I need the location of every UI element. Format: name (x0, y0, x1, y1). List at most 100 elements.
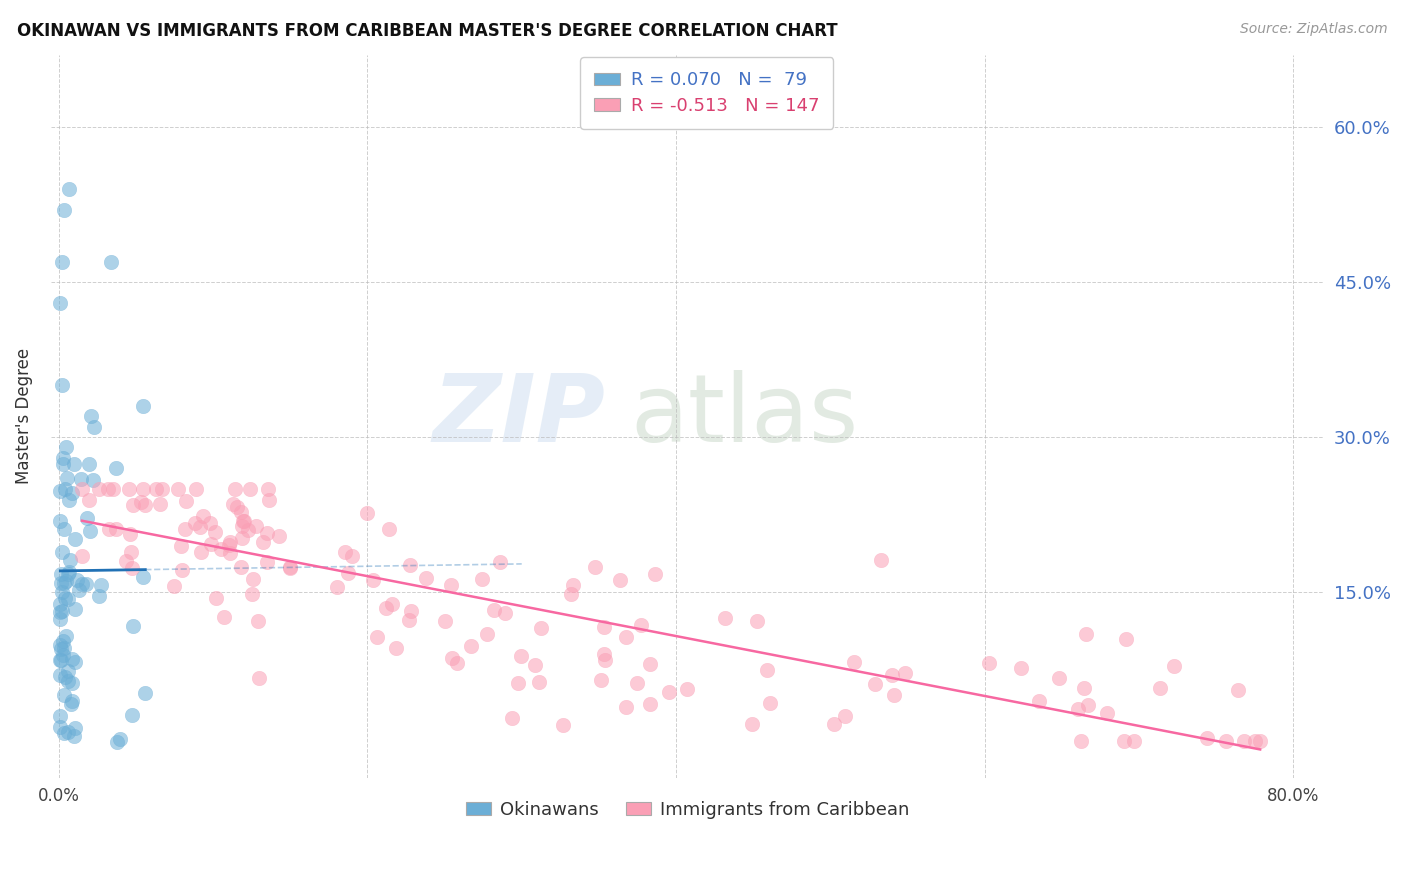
Point (212, 609, 235, 624)
Point (97, 482, 120, 496)
Point (145, 482, 167, 496)
Point (76, 511, 98, 525)
Point (880, 668, 903, 682)
Point (501, 710, 523, 724)
Point (508, 676, 530, 690)
Point (380, 597, 402, 611)
Point (105, 522, 128, 536)
Point (530, 621, 553, 635)
Point (242, 572, 264, 586)
Point (118, 526, 141, 541)
Point (122, 619, 145, 633)
Point (52, 634, 75, 648)
Point (340, 549, 363, 564)
Point (257, 482, 280, 496)
Point (337, 566, 360, 580)
Point (375, 601, 398, 615)
Point (118, 482, 141, 496)
Point (259, 493, 281, 508)
Point (56, 591, 79, 606)
Point (527, 674, 550, 689)
Point (51, 545, 73, 559)
Point (560, 587, 582, 601)
Point (489, 555, 512, 569)
Text: Source: ZipAtlas.com: Source: ZipAtlas.com (1240, 22, 1388, 37)
Point (239, 482, 262, 496)
Point (269, 529, 291, 543)
Point (834, 708, 856, 723)
Point (121, 708, 143, 723)
Point (1010, 661, 1032, 675)
Point (51, 585, 73, 599)
Point (132, 570, 155, 584)
Point (446, 656, 468, 670)
Point (104, 461, 127, 475)
Point (1163, 658, 1185, 673)
Point (60, 676, 83, 690)
Point (53, 576, 76, 591)
Point (1067, 702, 1090, 716)
Point (440, 578, 463, 592)
Point (1028, 694, 1050, 708)
Point (333, 544, 356, 558)
Point (101, 482, 124, 496)
Point (170, 563, 193, 577)
Point (120, 545, 142, 559)
Point (399, 558, 422, 572)
Point (583, 560, 606, 574)
Point (745, 614, 768, 628)
Point (49, 597, 72, 611)
Point (741, 716, 763, 731)
Point (173, 523, 195, 537)
Point (51, 604, 73, 618)
Y-axis label: Master's Degree: Master's Degree (15, 348, 32, 484)
Text: atlas: atlas (630, 370, 859, 462)
Point (56, 471, 79, 485)
Point (49, 295, 72, 310)
Point (77, 457, 100, 471)
Point (205, 591, 228, 605)
Point (110, 732, 132, 747)
Point (60, 486, 83, 500)
Point (134, 686, 156, 700)
Point (1233, 734, 1256, 748)
Point (714, 611, 737, 625)
Point (59, 553, 82, 567)
Point (152, 482, 174, 496)
Point (593, 620, 616, 634)
Point (70, 472, 93, 486)
Point (134, 499, 156, 513)
Point (232, 514, 254, 528)
Point (1095, 706, 1118, 721)
Point (1076, 627, 1098, 641)
Point (614, 700, 637, 714)
Point (148, 497, 170, 511)
Point (245, 519, 267, 533)
Point (494, 607, 516, 621)
Point (55, 670, 77, 684)
Point (98, 523, 121, 537)
Point (52, 648, 75, 662)
Point (209, 542, 232, 557)
Point (132, 482, 155, 496)
Point (229, 560, 252, 574)
Point (121, 561, 143, 575)
Point (53, 482, 76, 496)
Point (225, 500, 247, 515)
Point (658, 685, 681, 699)
Point (759, 696, 782, 710)
Point (49, 638, 72, 652)
Point (53, 688, 76, 702)
Point (49, 566, 72, 581)
Point (977, 657, 1000, 671)
Point (52, 457, 75, 471)
Point (823, 717, 845, 731)
Point (233, 514, 256, 528)
Point (183, 516, 205, 530)
Point (278, 559, 301, 574)
Point (184, 482, 207, 496)
Text: ZIP: ZIP (432, 370, 605, 462)
Point (55, 574, 77, 588)
Point (326, 580, 349, 594)
Point (59, 697, 82, 711)
